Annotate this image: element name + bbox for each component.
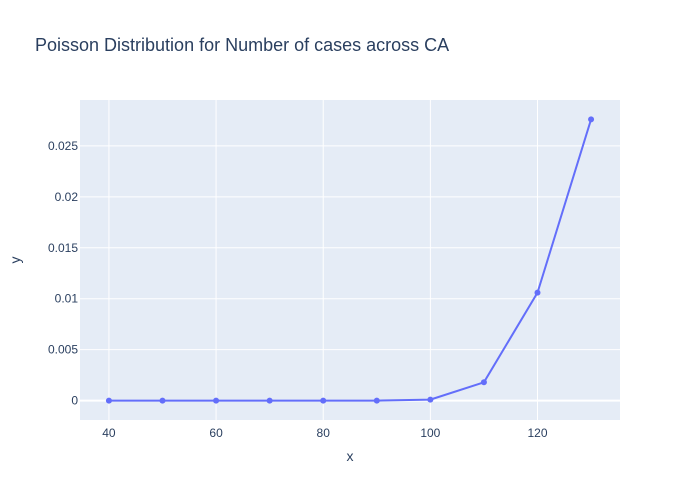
data-point[interactable]	[534, 289, 541, 296]
data-point[interactable]	[588, 116, 595, 123]
y-tick-label: 0.015	[48, 241, 78, 255]
y-axis-title: y	[7, 257, 23, 264]
y-tick-label: 0.02	[55, 190, 79, 204]
data-point[interactable]	[213, 397, 220, 404]
x-tick-label: 60	[209, 426, 223, 440]
data-point[interactable]	[373, 397, 380, 404]
x-tick-labels: 40 60 80 100 120	[102, 426, 548, 440]
x-tick-label: 100	[420, 426, 440, 440]
plot-area	[80, 100, 620, 420]
series-line	[108, 119, 593, 402]
y-tick-label: 0.005	[48, 343, 78, 357]
data-point[interactable]	[480, 379, 487, 386]
y-tick-label: 0	[71, 394, 78, 408]
y-tick-label: 0.01	[55, 292, 79, 306]
data-point[interactable]	[105, 397, 112, 404]
chart-title: Poisson Distribution for Number of cases…	[35, 35, 449, 55]
y-tick-label: 0.025	[48, 139, 78, 153]
x-tick-label: 80	[317, 426, 331, 440]
x-tick-label: 120	[527, 426, 547, 440]
data-point[interactable]	[427, 396, 434, 403]
data-point[interactable]	[266, 397, 273, 404]
data-point[interactable]	[159, 397, 166, 404]
y-tick-labels: 0 0.005 0.01 0.015 0.02 0.025	[48, 139, 78, 408]
series-layer	[105, 116, 595, 404]
x-axis-title: x	[347, 448, 354, 464]
data-point[interactable]	[320, 397, 327, 404]
x-tick-label: 40	[102, 426, 116, 440]
